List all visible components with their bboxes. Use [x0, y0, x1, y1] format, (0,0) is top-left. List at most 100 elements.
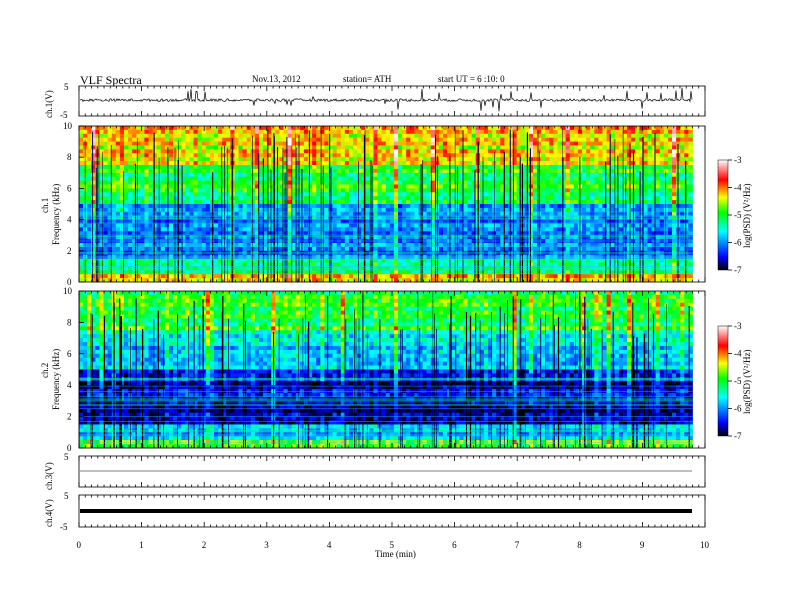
spectrogram-cell [177, 188, 182, 193]
spectrogram-cell [402, 196, 407, 201]
spectrogram-cell [168, 192, 174, 197]
spectrogram-cell [532, 196, 538, 201]
spectrogram-cell [545, 141, 550, 146]
spectrogram-cell [528, 145, 534, 150]
spectrogram-cell [79, 192, 84, 197]
spectrogram-cell [672, 223, 677, 228]
spectrogram-cell [512, 227, 518, 232]
spectrogram-cell [218, 192, 223, 197]
spectrogram-cell [168, 231, 174, 236]
spectrogram-cell [209, 180, 215, 185]
spectrogram-cell [246, 157, 252, 162]
spectrogram-cell [144, 153, 149, 158]
spectrogram-cell [369, 204, 374, 209]
spectrogram-cell [218, 176, 223, 181]
spectrogram-cell [201, 172, 207, 178]
spectrogram-cell [168, 219, 174, 224]
spectrogram-cell [667, 246, 673, 252]
spectrogram-cell [226, 223, 231, 228]
spectrogram-cell [201, 168, 207, 174]
spectrogram-cell [610, 129, 616, 135]
spectrogram-cell [545, 223, 550, 228]
spectrogram-cell [451, 168, 456, 174]
spectrogram-cell [107, 184, 113, 189]
spectrogram-cell [561, 165, 567, 170]
spectrogram-cell [258, 196, 264, 201]
spectrogram-cell [279, 149, 284, 154]
spectrogram-cell [111, 141, 117, 146]
spectrogram-cell [353, 246, 358, 252]
spectrogram-cell [115, 149, 121, 154]
spectrogram-cell [189, 157, 194, 162]
spectrogram-cell [561, 219, 567, 224]
spectrogram-cell [312, 168, 317, 174]
spectrogram-cell [152, 192, 158, 197]
spectrogram-cell [598, 231, 603, 236]
spectrogram-cell [569, 227, 575, 232]
spectrogram-cell [340, 157, 346, 162]
spectrogram-cell [537, 137, 542, 142]
spectrogram-cell [602, 207, 607, 213]
spectrogram-cell [132, 204, 137, 209]
spectrogram-cell [561, 161, 567, 166]
spectrogram-cell [627, 141, 632, 146]
spectrogram-cell [471, 223, 477, 228]
spectrogram-cell [492, 126, 497, 131]
spectrogram-cell [242, 129, 248, 135]
spectrogram-cell [688, 184, 693, 189]
spectrogram-cell [353, 153, 358, 158]
spectrogram-cell [688, 196, 693, 201]
spectrogram-cell [263, 227, 268, 232]
spectrogram-cell [369, 126, 374, 131]
spectrogram-cell [99, 145, 104, 150]
spectrogram-cell [173, 250, 178, 256]
spectrogram-cell [487, 165, 493, 170]
spectrogram-cell [598, 168, 603, 174]
spectrogram-cell [83, 192, 88, 197]
spectrogram-cell [144, 196, 149, 201]
spectrogram-cell [115, 126, 121, 131]
spectrogram-cell [606, 165, 612, 170]
spectrogram-cell [512, 207, 518, 213]
spectrogram-cell [168, 165, 174, 170]
spectrogram-cell [622, 200, 628, 205]
spectrogram-cell [111, 223, 117, 228]
spectrogram-cell [532, 207, 538, 213]
spectrogram-cell [226, 180, 231, 185]
spectrogram-cell [348, 141, 354, 146]
spectrogram-cell [451, 246, 456, 252]
spectrogram-cell [639, 149, 644, 154]
spectrogram-cell [99, 246, 104, 252]
spectrogram-cell [410, 207, 415, 213]
spectrogram-cell [144, 200, 149, 205]
spectrogram-cell [467, 219, 473, 224]
spectrogram-cell [320, 180, 325, 185]
spectrogram-cell [115, 235, 121, 240]
spectrogram-cell [663, 172, 669, 178]
spectrogram-cell [663, 211, 669, 217]
spectrogram-cell [267, 157, 272, 162]
spectrogram-cell [471, 161, 477, 166]
spectrogram-cell [173, 133, 178, 139]
spectrogram-cell [381, 215, 387, 220]
spectrogram-cell [451, 250, 456, 256]
spectrogram-cell [193, 188, 199, 193]
spectrogram-cell [308, 172, 313, 178]
spectrogram-cell [201, 254, 207, 259]
spectrogram-cell [291, 223, 297, 228]
spectrogram-cell [336, 200, 342, 205]
spectrogram-cell [496, 153, 501, 158]
spectrogram-cell [189, 133, 194, 139]
spectrogram-cell [414, 172, 419, 178]
spectrogram-cell [189, 250, 194, 256]
spectrogram-cell [651, 161, 657, 166]
spectrogram-cell [234, 192, 239, 197]
spectrogram-cell [238, 165, 243, 170]
spectrogram-cell [295, 129, 301, 135]
spectrogram-cell [340, 188, 346, 193]
spectrogram-cell [582, 227, 587, 232]
spectrogram-cell [680, 129, 685, 135]
spectrogram-cell [115, 211, 121, 217]
spectrogram-cell [279, 180, 284, 185]
